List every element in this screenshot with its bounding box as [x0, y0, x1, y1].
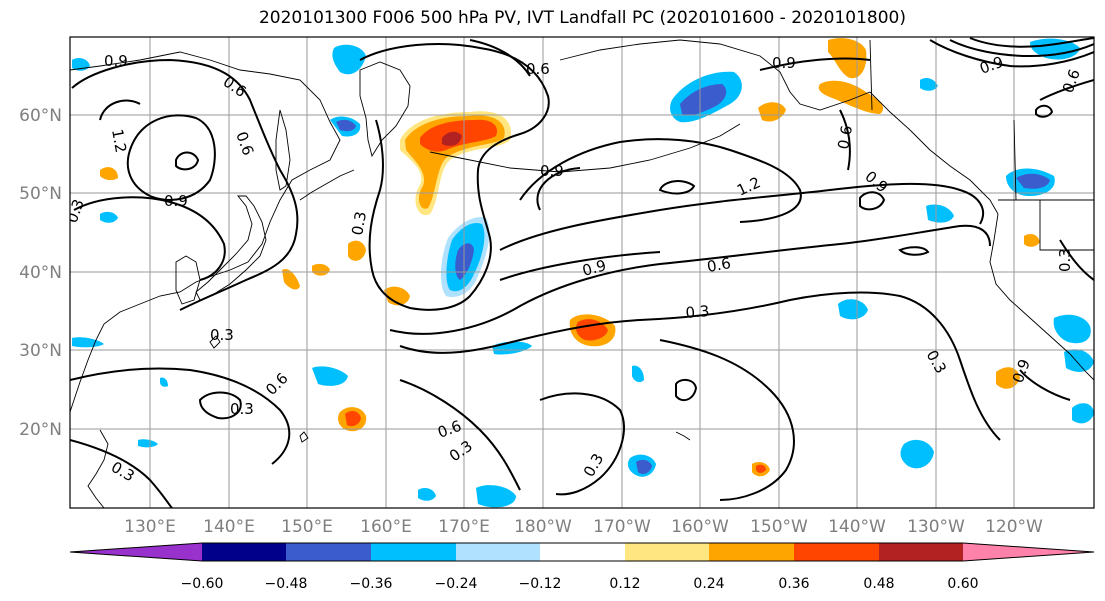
- colorbar-tick-label: 0.24: [693, 576, 724, 592]
- contour-label: 0.9: [164, 192, 188, 210]
- coastlines: [70, 39, 1094, 508]
- lon-tick-label: 150°E: [281, 517, 333, 537]
- contour-label: 0.3: [348, 210, 370, 237]
- lon-tick-label: 120°W: [985, 517, 1043, 537]
- colorbar-tick-label: 0.60: [947, 576, 978, 592]
- colorbar-segment: [286, 543, 371, 561]
- lat-tick-label: 60°N: [19, 106, 62, 126]
- lon-tick-label: 140°W: [828, 517, 886, 537]
- lon-tick-label: 130°E: [124, 517, 176, 537]
- colorbar-segment: [456, 543, 540, 561]
- lon-tick-label: 170°W: [593, 517, 651, 537]
- map-frame: [69, 36, 1095, 509]
- lat-tick-label: 40°N: [19, 263, 62, 283]
- lon-tick-label: 160°W: [671, 517, 729, 537]
- gridlines: [70, 37, 1094, 508]
- colorbar-tick-label: −0.24: [435, 576, 478, 592]
- lon-tick-label: 130°W: [907, 517, 965, 537]
- contour-label: 0.6: [526, 60, 550, 78]
- colorbar-segment: [794, 543, 879, 561]
- colorbar-tick-label: 0.36: [778, 576, 809, 592]
- contour-label: 0.3: [230, 400, 254, 418]
- colorbar-segment: [202, 543, 286, 561]
- colorbar-segment: [879, 543, 963, 561]
- colorbar-extension-high: [963, 543, 1094, 561]
- colorbar-extension-low: [70, 543, 202, 561]
- shaded-anomalies: [72, 38, 1094, 508]
- lat-axis: 60°N 50°N 40°N 30°N 20°N: [19, 106, 62, 440]
- lon-axis: 130°E 140°E 150°E 160°E 170°E 180°W 170°…: [124, 517, 1043, 537]
- contour-label: 0.9: [104, 52, 128, 70]
- lon-tick-label: 140°E: [203, 517, 255, 537]
- colorbar-tick-label: −0.48: [265, 576, 308, 592]
- contour-label: 0.3: [685, 302, 710, 322]
- colorbar: [69, 542, 1095, 562]
- contour-label: 0.9: [540, 162, 564, 180]
- lon-tick-label: 160°E: [360, 517, 412, 537]
- lat-tick-label: 30°N: [19, 341, 62, 361]
- lat-tick-label: 50°N: [19, 184, 62, 204]
- colorbar-segment: [709, 543, 794, 561]
- colorbar-segment: [371, 543, 456, 561]
- colorbar-outline: [69, 542, 1095, 562]
- contour-label: 0.9: [580, 256, 608, 280]
- contour-label: 0.6: [706, 254, 733, 276]
- pv-contours: [70, 37, 1094, 508]
- lat-tick-label: 20°N: [19, 420, 62, 440]
- colorbar-tick-label: −0.12: [519, 576, 562, 592]
- colorbar-ticks: −0.60 −0.48 −0.36 −0.24 −0.12 0.12 0.24 …: [181, 576, 979, 592]
- colorbar-tick-label: −0.36: [350, 576, 393, 592]
- colorbar-tick-label: −0.60: [181, 576, 224, 592]
- colorbar-segment: [540, 543, 625, 561]
- lon-tick-label: 170°E: [438, 517, 490, 537]
- lon-tick-label: 180°W: [514, 517, 572, 537]
- contour-label: 0.3: [210, 326, 234, 344]
- map-title: 2020101300 F006 500 hPa PV, IVT Landfall…: [258, 8, 906, 28]
- colorbar-segment: [625, 543, 709, 561]
- contour-label: 0.3: [1056, 248, 1074, 272]
- contour-label: 0.9: [772, 54, 796, 72]
- colorbar-tick-label: 0.48: [863, 576, 894, 592]
- lon-tick-label: 150°W: [750, 517, 808, 537]
- contour-label: 1.2: [108, 128, 130, 155]
- colorbar-tick-label: 0.12: [609, 576, 640, 592]
- contour-label: 0.6: [834, 124, 856, 151]
